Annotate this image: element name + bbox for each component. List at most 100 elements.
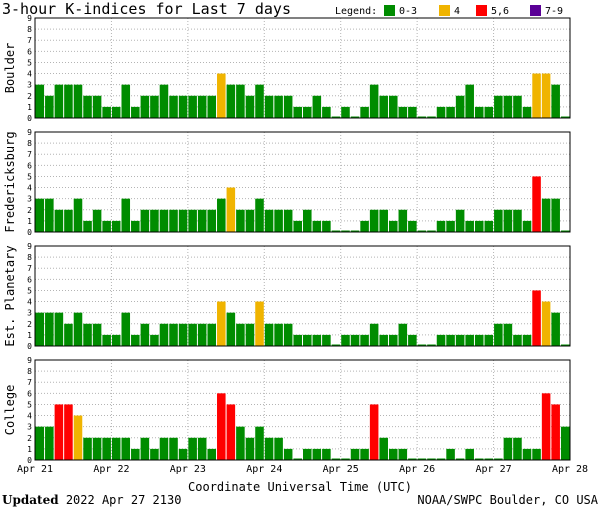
y-tick-label: 6: [27, 161, 32, 170]
k-bar: [312, 220, 322, 232]
k-bar: [303, 448, 312, 460]
footer-updated: Updated 2022 Apr 27 2130: [2, 493, 181, 507]
k-bar: [150, 95, 159, 118]
k-bar: [455, 95, 465, 118]
k-bar: [245, 437, 255, 460]
k-bar: [45, 312, 54, 346]
panel-1: 0 1 2 3 4 5 6 7 8 9 Fredericksburg: [3, 128, 571, 237]
k-bar: [207, 323, 217, 346]
k-bar: [513, 95, 522, 118]
k-bar: [92, 209, 102, 232]
k-bar: [140, 209, 150, 232]
k-bar: [474, 334, 484, 346]
y-tick-label: 9: [27, 356, 32, 365]
legend-swatch: [530, 5, 541, 16]
k-bar: [169, 209, 178, 232]
k-bar: [131, 334, 140, 346]
k-bar: [398, 209, 408, 232]
y-tick-label: 6: [27, 389, 32, 398]
k-bar: [255, 84, 264, 118]
panel-label: Fredericksburg: [3, 131, 17, 232]
panel-3: 0 1 2 3 4 5 6 7 8 9 College: [3, 356, 571, 465]
k-bar: [54, 404, 64, 460]
y-tick-label: 2: [27, 92, 32, 101]
k-bar: [159, 323, 169, 346]
k-bar: [236, 323, 245, 346]
k-bar: [398, 448, 408, 460]
k-bar: [293, 220, 302, 232]
k-bar: [150, 448, 159, 460]
k-bar: [197, 209, 207, 232]
k-bar: [312, 95, 322, 118]
k-bar: [513, 334, 522, 346]
k-bar: [427, 230, 436, 232]
k-bar: [427, 116, 436, 118]
y-tick-label: 6: [27, 275, 32, 284]
k-bar: [73, 84, 83, 118]
k-bar: [341, 458, 350, 460]
chart-title: 3-hour K-indices for Last 7 days: [2, 0, 291, 18]
k-bar: [484, 220, 494, 232]
footer-updated-value: 2022 Apr 27 2130: [66, 493, 182, 507]
y-tick-label: 6: [27, 47, 32, 56]
k-bar: [379, 437, 388, 460]
panel-label: College: [3, 385, 17, 436]
k-bar: [427, 344, 436, 346]
y-tick-label: 7: [27, 378, 32, 387]
k-bar: [178, 448, 188, 460]
k-bar: [131, 448, 140, 460]
y-tick-label: 0: [27, 114, 32, 123]
k-bar: [169, 95, 178, 118]
k-bar: [264, 323, 274, 346]
panel-label: Est. Planetary: [3, 245, 17, 346]
k-bar: [331, 344, 341, 346]
k-bar: [532, 448, 541, 460]
k-bar: [503, 209, 513, 232]
k-bar: [446, 106, 455, 118]
x-tick-label: Apr 21: [17, 464, 53, 475]
k-bar: [178, 323, 188, 346]
k-bar: [436, 106, 446, 118]
k-bar: [140, 95, 150, 118]
k-bar: [178, 95, 188, 118]
k-bar: [236, 209, 245, 232]
k-bar: [283, 448, 293, 460]
k-bar: [264, 95, 274, 118]
k-bar: [494, 323, 503, 346]
k-bar: [408, 106, 417, 118]
k-bar: [484, 334, 494, 346]
footer-updated-label: Updated: [2, 493, 59, 507]
k-bar: [532, 290, 541, 346]
k-bar: [303, 106, 312, 118]
k-bar: [217, 301, 226, 346]
y-tick-label: 8: [27, 25, 32, 34]
k-bar: [350, 116, 360, 118]
y-tick-label: 3: [27, 423, 32, 432]
k-bar: [379, 334, 388, 346]
y-tick-label: 4: [27, 412, 32, 421]
k-bar: [159, 84, 169, 118]
k-bar: [513, 437, 522, 460]
k-bar: [436, 220, 446, 232]
y-tick-label: 7: [27, 264, 32, 273]
x-tick-label: Apr 26: [399, 464, 435, 475]
k-bar: [35, 198, 45, 232]
y-tick-label: 8: [27, 139, 32, 148]
k-bar: [64, 209, 73, 232]
k-bar: [360, 448, 369, 460]
k-bar: [503, 437, 513, 460]
k-bar: [264, 437, 274, 460]
k-bar: [522, 106, 532, 118]
k-bar: [417, 116, 427, 118]
k-bar: [197, 95, 207, 118]
k-bar: [245, 209, 255, 232]
k-bar: [274, 95, 283, 118]
k-bar: [188, 95, 197, 118]
k-bar: [312, 448, 322, 460]
plot-frame: [34, 359, 571, 461]
k-bar: [169, 437, 178, 460]
k-bar: [274, 323, 283, 346]
k-bar: [169, 323, 178, 346]
legend-swatch: [476, 5, 487, 16]
